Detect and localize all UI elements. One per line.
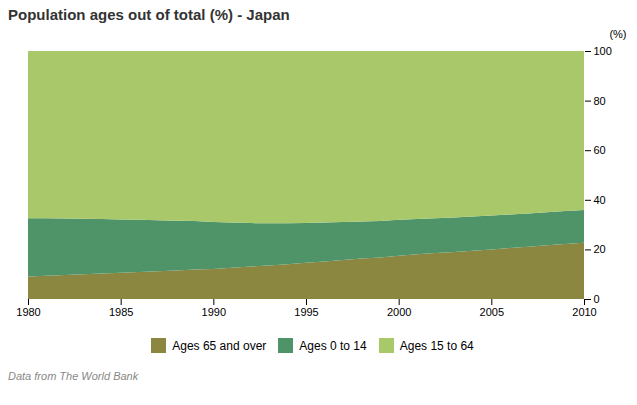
svg-text:80: 80	[594, 95, 606, 107]
html-text:Ages 65 and over: Ages 65 and over	[172, 338, 267, 353]
svg-text:2010: 2010	[572, 306, 596, 318]
svg-text:1985: 1985	[109, 306, 133, 318]
html-text:Population ages out of total (: Population ages out of total (%) - Japan	[8, 6, 290, 23]
svg-text:0: 0	[594, 293, 600, 305]
html-text:Data from The World Bank: Data from The World Bank	[8, 370, 139, 382]
svg-text:20: 20	[594, 243, 606, 255]
html-text:Ages 0 to 14: Ages 0 to 14	[299, 338, 367, 353]
svg-text:1990: 1990	[202, 306, 226, 318]
svg-text:2000: 2000	[387, 306, 411, 318]
svg-text:2005: 2005	[480, 306, 504, 318]
html-text:Ages 15 to 64: Ages 15 to 64	[399, 338, 474, 353]
svg-text:(%): (%)	[609, 28, 626, 40]
svg-text:1995: 1995	[294, 306, 318, 318]
svg-text:60: 60	[594, 144, 606, 156]
svg-text:40: 40	[594, 194, 606, 206]
svg-text:1980: 1980	[16, 306, 40, 318]
svg-text:100: 100	[594, 45, 612, 57]
